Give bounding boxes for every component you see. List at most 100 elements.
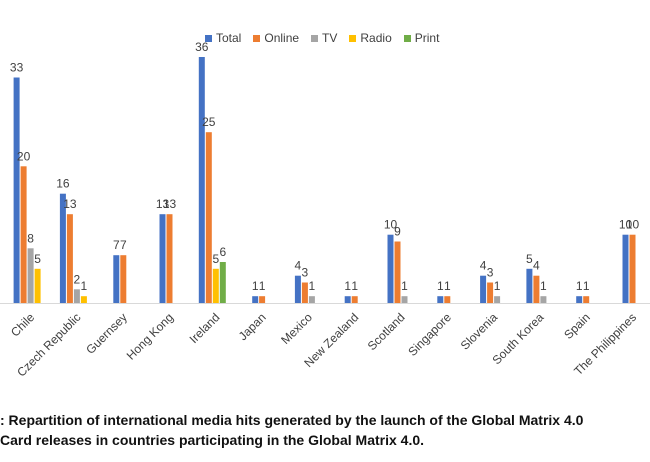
caption-line-2: Card releases in countries participating… — [0, 432, 425, 448]
category-label-mexico: Mexico — [278, 310, 315, 347]
bar-ireland-total — [198, 57, 205, 303]
data-label-mexico-online: 3 — [302, 266, 309, 280]
data-label-scotland-total: 10 — [384, 218, 398, 232]
bar-scotland-online — [394, 241, 401, 303]
data-label-guernsey-online: 7 — [120, 238, 127, 252]
bar-czech-republic-online — [66, 214, 73, 303]
bar-ireland-print — [219, 262, 226, 303]
data-label-czech-republic-total: 16 — [56, 177, 70, 191]
bar-japan-total — [252, 296, 259, 303]
legend-item-print: Print — [403, 31, 440, 45]
bar-guernsey-total — [113, 255, 120, 303]
data-label-south-korea-online: 4 — [533, 259, 540, 273]
bar-the-philippines-online — [629, 234, 636, 303]
legend-item-online: Online — [253, 31, 299, 45]
data-label-scotland-online: 9 — [394, 225, 401, 239]
bar-singapore-total — [437, 296, 444, 303]
bar-spain-online — [583, 296, 590, 303]
bar-ireland-online — [205, 132, 212, 303]
bar-hong-kong-total — [159, 214, 166, 303]
category-label-japan: Japan — [236, 310, 269, 343]
data-label-hong-kong-online: 13 — [163, 197, 177, 211]
bar-the-philippines-total — [622, 234, 629, 303]
data-label-japan-online: 1 — [259, 279, 266, 293]
data-label-ireland-online: 25 — [202, 115, 216, 129]
legend-swatch-radio — [349, 34, 357, 42]
legend-label-radio: Radio — [360, 31, 392, 45]
data-label-ireland-radio: 5 — [212, 252, 219, 266]
data-label-singapore-total: 1 — [437, 279, 444, 293]
data-label-hong-kong-total: 13 — [156, 197, 170, 211]
data-label-slovenia-online: 3 — [487, 266, 494, 280]
bar-scotland-total — [387, 234, 394, 303]
bar-new-zealand-total — [344, 296, 351, 303]
legend-swatch-total — [205, 34, 212, 42]
bar-new-zealand-online — [351, 296, 358, 303]
bar-slovenia-tv — [494, 296, 501, 303]
category-label-spain: Spain — [561, 310, 593, 342]
legend-swatch-tv — [311, 34, 319, 42]
bar-south-korea-total — [526, 268, 533, 303]
data-label-singapore-online: 1 — [444, 279, 451, 293]
data-label-spain-online: 1 — [583, 279, 590, 293]
data-label-chile-radio: 5 — [34, 252, 41, 266]
data-label-slovenia-total: 4 — [480, 259, 487, 273]
category-label-guernsey: Guernsey — [83, 310, 130, 357]
bar-chile-tv — [27, 248, 34, 303]
caption-line-1: : Repartition of international media hit… — [0, 412, 584, 428]
bar-mexico-online — [301, 282, 308, 303]
data-label-chile-online: 20 — [17, 149, 31, 163]
data-label-czech-republic-tv: 2 — [74, 272, 81, 286]
bar-chile-total — [13, 77, 20, 303]
category-label-chile: Chile — [8, 310, 37, 339]
bar-slovenia-total — [480, 275, 487, 303]
data-label-the-philippines-online: 10 — [626, 218, 640, 232]
legend-label-print: Print — [414, 31, 440, 45]
legend-swatch-print — [403, 34, 411, 42]
legend-item-radio: Radio — [349, 31, 392, 45]
bar-chile-radio — [34, 268, 41, 303]
legend-label-total: Total — [216, 31, 242, 45]
data-label-south-korea-tv: 1 — [540, 279, 547, 293]
figure-caption: : Repartition of international media hit… — [0, 410, 583, 450]
data-label-slovenia-tv: 1 — [494, 279, 501, 293]
data-label-scotland-tv: 1 — [401, 279, 408, 293]
data-label-czech-republic-radio: 1 — [81, 279, 88, 293]
data-label-mexico-tv: 1 — [309, 279, 316, 293]
bar-chile-online — [20, 166, 27, 303]
bar-singapore-online — [444, 296, 451, 303]
data-label-chile-tv: 8 — [27, 231, 34, 245]
legend-swatch-online — [253, 34, 261, 42]
bar-czech-republic-radio — [80, 296, 87, 303]
bar-spain-total — [576, 296, 583, 303]
category-label-ireland: Ireland — [187, 310, 223, 346]
category-label-singapore: Singapore — [405, 310, 454, 359]
bar-slovenia-online — [487, 282, 494, 303]
bar-south-korea-tv — [540, 296, 547, 303]
category-label-slovenia: Slovenia — [458, 310, 501, 353]
legend-item-tv: TV — [311, 31, 337, 45]
bar-guernsey-online — [120, 255, 127, 303]
category-label-hong-kong: Hong Kong — [124, 310, 176, 362]
data-label-spain-total: 1 — [576, 279, 583, 293]
data-label-new-zealand-online: 1 — [351, 279, 358, 293]
data-label-guernsey-total: 7 — [113, 238, 120, 252]
data-label-the-philippines-total: 10 — [619, 218, 633, 232]
data-label-new-zealand-total: 1 — [344, 279, 351, 293]
bar-czech-republic-total — [59, 193, 66, 303]
data-label-south-korea-total: 5 — [526, 252, 533, 266]
legend-item-total: Total — [205, 31, 241, 45]
bar-japan-online — [259, 296, 266, 303]
bar-mexico-total — [294, 275, 301, 303]
bar-scotland-tv — [401, 296, 408, 303]
data-label-chile-total: 33 — [10, 61, 24, 75]
data-label-ireland-total: 36 — [195, 40, 209, 54]
data-label-czech-republic-online: 13 — [63, 197, 77, 211]
bar-ireland-radio — [212, 268, 219, 303]
legend: Total Online TV Radio Print — [205, 31, 439, 45]
data-label-japan-total: 1 — [252, 279, 259, 293]
bar-hong-kong-online — [166, 214, 173, 303]
data-label-ireland-print: 6 — [219, 245, 226, 259]
legend-label-online: Online — [264, 31, 300, 45]
